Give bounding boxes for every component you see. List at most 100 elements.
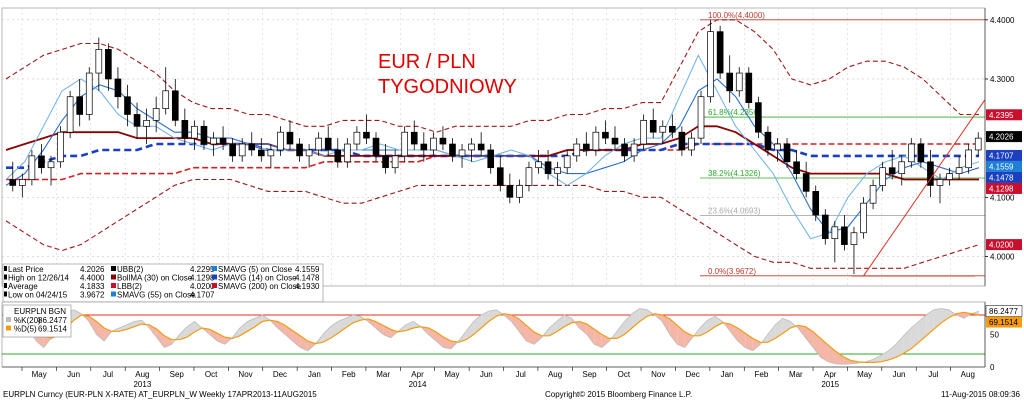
legend-text: High on 12/26/14 (8, 274, 69, 283)
candle-down (133, 114, 141, 127)
trendline-support (863, 99, 986, 277)
candle-down (496, 167, 504, 186)
candle-up (936, 179, 944, 186)
oscillator-fill (896, 335, 904, 358)
legend-swatch (212, 266, 217, 271)
legend-text: SMAVG (5) on Close (218, 265, 293, 274)
price-label-text: 4.1478 (989, 173, 1014, 182)
candle-down (38, 155, 45, 169)
candle-up (305, 149, 313, 157)
oscillator-fill (564, 315, 572, 327)
legend-text: 4.1930 (295, 282, 320, 291)
oscillator-fill (209, 329, 218, 341)
candle-down (9, 179, 17, 186)
oscillator-fill (300, 335, 308, 351)
price-label-box (986, 171, 1022, 183)
candle-down (544, 161, 552, 174)
candle-down (602, 131, 609, 139)
candle-up (401, 131, 409, 157)
candle-up (831, 226, 839, 240)
candle-up (315, 137, 322, 151)
oscillator-fill (526, 325, 534, 345)
candle-down (372, 137, 380, 157)
legend-text: Last Price (8, 265, 44, 274)
candle-up (535, 161, 542, 169)
oscillator-fill (586, 324, 595, 345)
candle-up (525, 167, 533, 186)
candle-down (296, 143, 303, 157)
candle-up (28, 155, 36, 180)
month-label: Feb (342, 370, 356, 379)
month-label: Oct (205, 370, 218, 379)
candle-up (735, 72, 743, 92)
month-label: Jun (480, 370, 493, 379)
candle-down (888, 167, 896, 174)
oscillator-fill (730, 324, 738, 341)
month-label: Aug (961, 370, 975, 379)
legend-swatch (111, 291, 116, 297)
chart-title: EUR / PLN TYGODNIOWY (378, 51, 517, 98)
candle-up (267, 149, 275, 157)
candle-down (582, 143, 590, 151)
candle-up (85, 72, 93, 115)
oscillator-fill (639, 308, 648, 322)
month-label: Dec (273, 370, 287, 379)
month-label: Oct (618, 370, 631, 379)
candle-down (449, 143, 456, 157)
month-label: Nov (238, 370, 252, 379)
oscillator-fill (187, 321, 195, 338)
candle-down (745, 72, 753, 103)
oscillator-fill (843, 356, 851, 365)
month-label: Sep (582, 370, 597, 379)
legend-swatch (111, 283, 116, 288)
candle-up (898, 161, 906, 174)
legend: Last Price 4.2026 UBB(2) 4.2295 SMAVG (5) on… (2, 263, 324, 303)
oscillator-fill (699, 320, 708, 336)
oscillator-swatch (6, 325, 11, 331)
candle-up (946, 173, 953, 180)
oscillator-label-text: 69.1514 (989, 318, 1018, 327)
oscillator-fill (926, 309, 934, 336)
candle-up (850, 232, 858, 245)
legend-swatch (111, 266, 116, 271)
candle-down (363, 131, 370, 139)
candle-down (669, 125, 676, 133)
candle-down (487, 149, 495, 169)
month-label: Jan (721, 370, 734, 379)
candle-down (420, 143, 428, 151)
oscillator-fill (194, 321, 203, 332)
candle-down (219, 137, 227, 145)
price-label-text: 4.2026 (989, 133, 1014, 142)
fib-level-label: 61.8%(4.2356) (708, 108, 761, 117)
oscillator-fill (511, 315, 519, 332)
month-label: Dec (686, 370, 700, 379)
legend-text: SMAVG (200) on Close (218, 282, 302, 291)
candle-down (229, 143, 236, 157)
oscillator-label-box (986, 316, 1022, 328)
oscillator-fill (782, 318, 791, 334)
candle-down (611, 137, 619, 145)
candle-down (410, 131, 418, 145)
month-label: May (857, 370, 872, 379)
legend-swatch (212, 274, 217, 280)
oscillator-fill (247, 318, 255, 332)
candle-up (965, 149, 972, 169)
candle-down (716, 31, 724, 74)
month-label: Sep (170, 370, 185, 379)
price-axis: 4.4000 4.3000 4.1000 4.0000 4.2395 4.2026 4.17… (984, 8, 1022, 286)
candle-down (802, 173, 810, 192)
candle-up (344, 143, 351, 163)
candle-down (821, 214, 829, 240)
oscillator-tick-label: 0 (990, 363, 995, 372)
oscillator-legend-box (2, 304, 72, 338)
legend-text: SMAVG (14) on Close (218, 274, 297, 283)
price-label-box (986, 239, 1022, 251)
price-label-box (986, 131, 1022, 143)
candle-up (697, 96, 705, 139)
year-label: 2015 (821, 380, 839, 389)
candle-up (955, 167, 963, 174)
oscillator-fill (835, 351, 844, 365)
legend-text: 4.2295 (190, 265, 215, 274)
